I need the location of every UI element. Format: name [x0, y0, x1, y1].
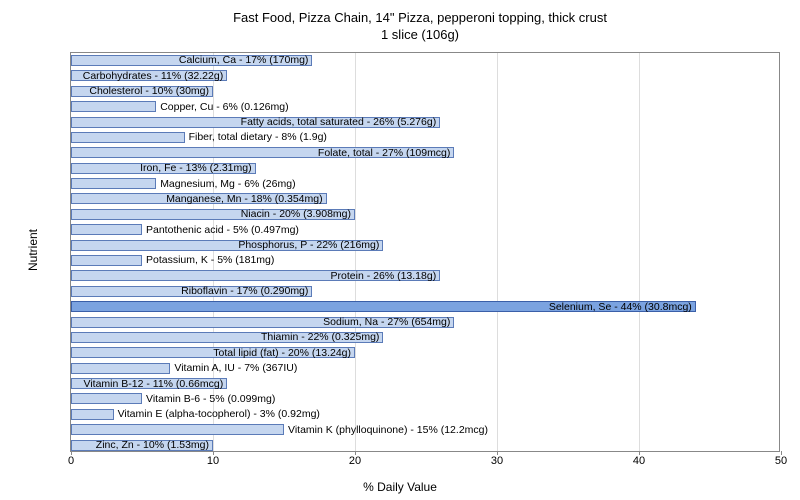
bar	[71, 224, 142, 235]
bar-label: Cholesterol - 10% (30mg)	[89, 85, 209, 97]
gridline	[497, 53, 498, 451]
bar-row: Selenium, Se - 44% (30.8mcg)	[71, 300, 781, 313]
bar-label: Niacin - 20% (3.908mg)	[241, 208, 351, 220]
bar	[71, 424, 284, 435]
bar-row: Potassium, K - 5% (181mg)	[71, 254, 274, 267]
bar-row: Vitamin K (phylloquinone) - 15% (12.2mcg…	[71, 423, 488, 436]
bar-row: Fatty acids, total saturated - 26% (5.27…	[71, 116, 781, 129]
bar-row: Phosphorus, P - 22% (216mg)	[71, 239, 781, 252]
x-tick-label: 0	[68, 455, 74, 467]
bar-label: Manganese, Mn - 18% (0.354mg)	[166, 193, 322, 205]
bar-row: Sodium, Na - 27% (654mg)	[71, 316, 781, 329]
bar	[71, 255, 142, 266]
bar-label: Iron, Fe - 13% (2.31mg)	[140, 162, 251, 174]
x-axis-label: % Daily Value	[363, 480, 437, 494]
bar-row: Cholesterol - 10% (30mg)	[71, 85, 781, 98]
bar-row: Vitamin B-6 - 5% (0.099mg)	[71, 392, 275, 405]
bar-label: Vitamin B-6 - 5% (0.099mg)	[146, 393, 275, 405]
bar-label: Vitamin B-12 - 11% (0.66mcg)	[84, 378, 224, 390]
y-axis-label: Nutrient	[26, 229, 40, 271]
x-tick-label: 30	[491, 455, 503, 467]
bar	[71, 178, 156, 189]
bar-label: Pantothenic acid - 5% (0.497mg)	[146, 224, 299, 236]
bar-label: Zinc, Zn - 10% (1.53mg)	[96, 439, 209, 451]
bar-label: Calcium, Ca - 17% (170mg)	[179, 54, 309, 66]
bar-label: Sodium, Na - 27% (654mg)	[323, 316, 450, 328]
bar-label: Vitamin K (phylloquinone) - 15% (12.2mcg…	[288, 424, 488, 436]
bar-row: Calcium, Ca - 17% (170mg)	[71, 54, 781, 67]
bar-row: Niacin - 20% (3.908mg)	[71, 208, 781, 221]
bar-row: Thiamin - 22% (0.325mg)	[71, 331, 781, 344]
bar-label: Riboflavin - 17% (0.290mg)	[181, 285, 308, 297]
title-line-1: Fast Food, Pizza Chain, 14" Pizza, peppe…	[233, 10, 607, 25]
bar-label: Folate, total - 27% (109mcg)	[318, 147, 450, 159]
chart-title: Fast Food, Pizza Chain, 14" Pizza, peppe…	[60, 10, 780, 44]
bar-row: Total lipid (fat) - 20% (13.24g)	[71, 346, 781, 359]
bar-label: Carbohydrates - 11% (32.22g)	[83, 70, 223, 82]
bar-row: Carbohydrates - 11% (32.22g)	[71, 69, 781, 82]
bar-row: Fiber, total dietary - 8% (1.9g)	[71, 131, 327, 144]
title-line-2: 1 slice (106g)	[381, 27, 459, 42]
bar-row: Vitamin E (alpha-tocopherol) - 3% (0.92m…	[71, 408, 320, 421]
bar-row: Vitamin B-12 - 11% (0.66mcg)	[71, 377, 781, 390]
bar-label: Potassium, K - 5% (181mg)	[146, 254, 274, 266]
bar	[71, 363, 170, 374]
bar-label: Phosphorus, P - 22% (216mg)	[238, 239, 379, 251]
bar-row: Zinc, Zn - 10% (1.53mg)	[71, 439, 781, 452]
x-tick-label: 20	[349, 455, 361, 467]
bar-row: Pantothenic acid - 5% (0.497mg)	[71, 223, 299, 236]
x-tick-label: 10	[207, 455, 219, 467]
bar-label: Protein - 26% (13.18g)	[331, 270, 437, 282]
nutrition-chart: Fast Food, Pizza Chain, 14" Pizza, peppe…	[0, 0, 800, 500]
bar-label: Selenium, Se - 44% (30.8mcg)	[549, 301, 692, 313]
plot-area: 01020304050Calcium, Ca - 17% (170mg)Carb…	[70, 52, 780, 452]
x-tick-label: 40	[633, 455, 645, 467]
bar-row: Manganese, Mn - 18% (0.354mg)	[71, 192, 781, 205]
bar-label: Total lipid (fat) - 20% (13.24g)	[213, 347, 351, 359]
bar-row: Folate, total - 27% (109mcg)	[71, 146, 781, 159]
bar-label: Fiber, total dietary - 8% (1.9g)	[189, 131, 327, 143]
bar-row: Vitamin A, IU - 7% (367IU)	[71, 362, 297, 375]
bar	[71, 393, 142, 404]
bar-row: Riboflavin - 17% (0.290mg)	[71, 285, 781, 298]
bar-label: Fatty acids, total saturated - 26% (5.27…	[241, 116, 437, 128]
bar-label: Magnesium, Mg - 6% (26mg)	[160, 178, 295, 190]
bar-row: Protein - 26% (13.18g)	[71, 269, 781, 282]
bar	[71, 132, 185, 143]
bar-label: Thiamin - 22% (0.325mg)	[261, 331, 379, 343]
bar-row: Iron, Fe - 13% (2.31mg)	[71, 162, 781, 175]
x-tick-label: 50	[775, 455, 787, 467]
gridline	[639, 53, 640, 451]
bar-row: Magnesium, Mg - 6% (26mg)	[71, 177, 296, 190]
bar	[71, 101, 156, 112]
gridline	[355, 53, 356, 451]
bar-label: Vitamin A, IU - 7% (367IU)	[174, 362, 297, 374]
bar-label: Vitamin E (alpha-tocopherol) - 3% (0.92m…	[118, 408, 320, 420]
bar-label: Copper, Cu - 6% (0.126mg)	[160, 101, 288, 113]
bar-row: Copper, Cu - 6% (0.126mg)	[71, 100, 289, 113]
bar	[71, 409, 114, 420]
